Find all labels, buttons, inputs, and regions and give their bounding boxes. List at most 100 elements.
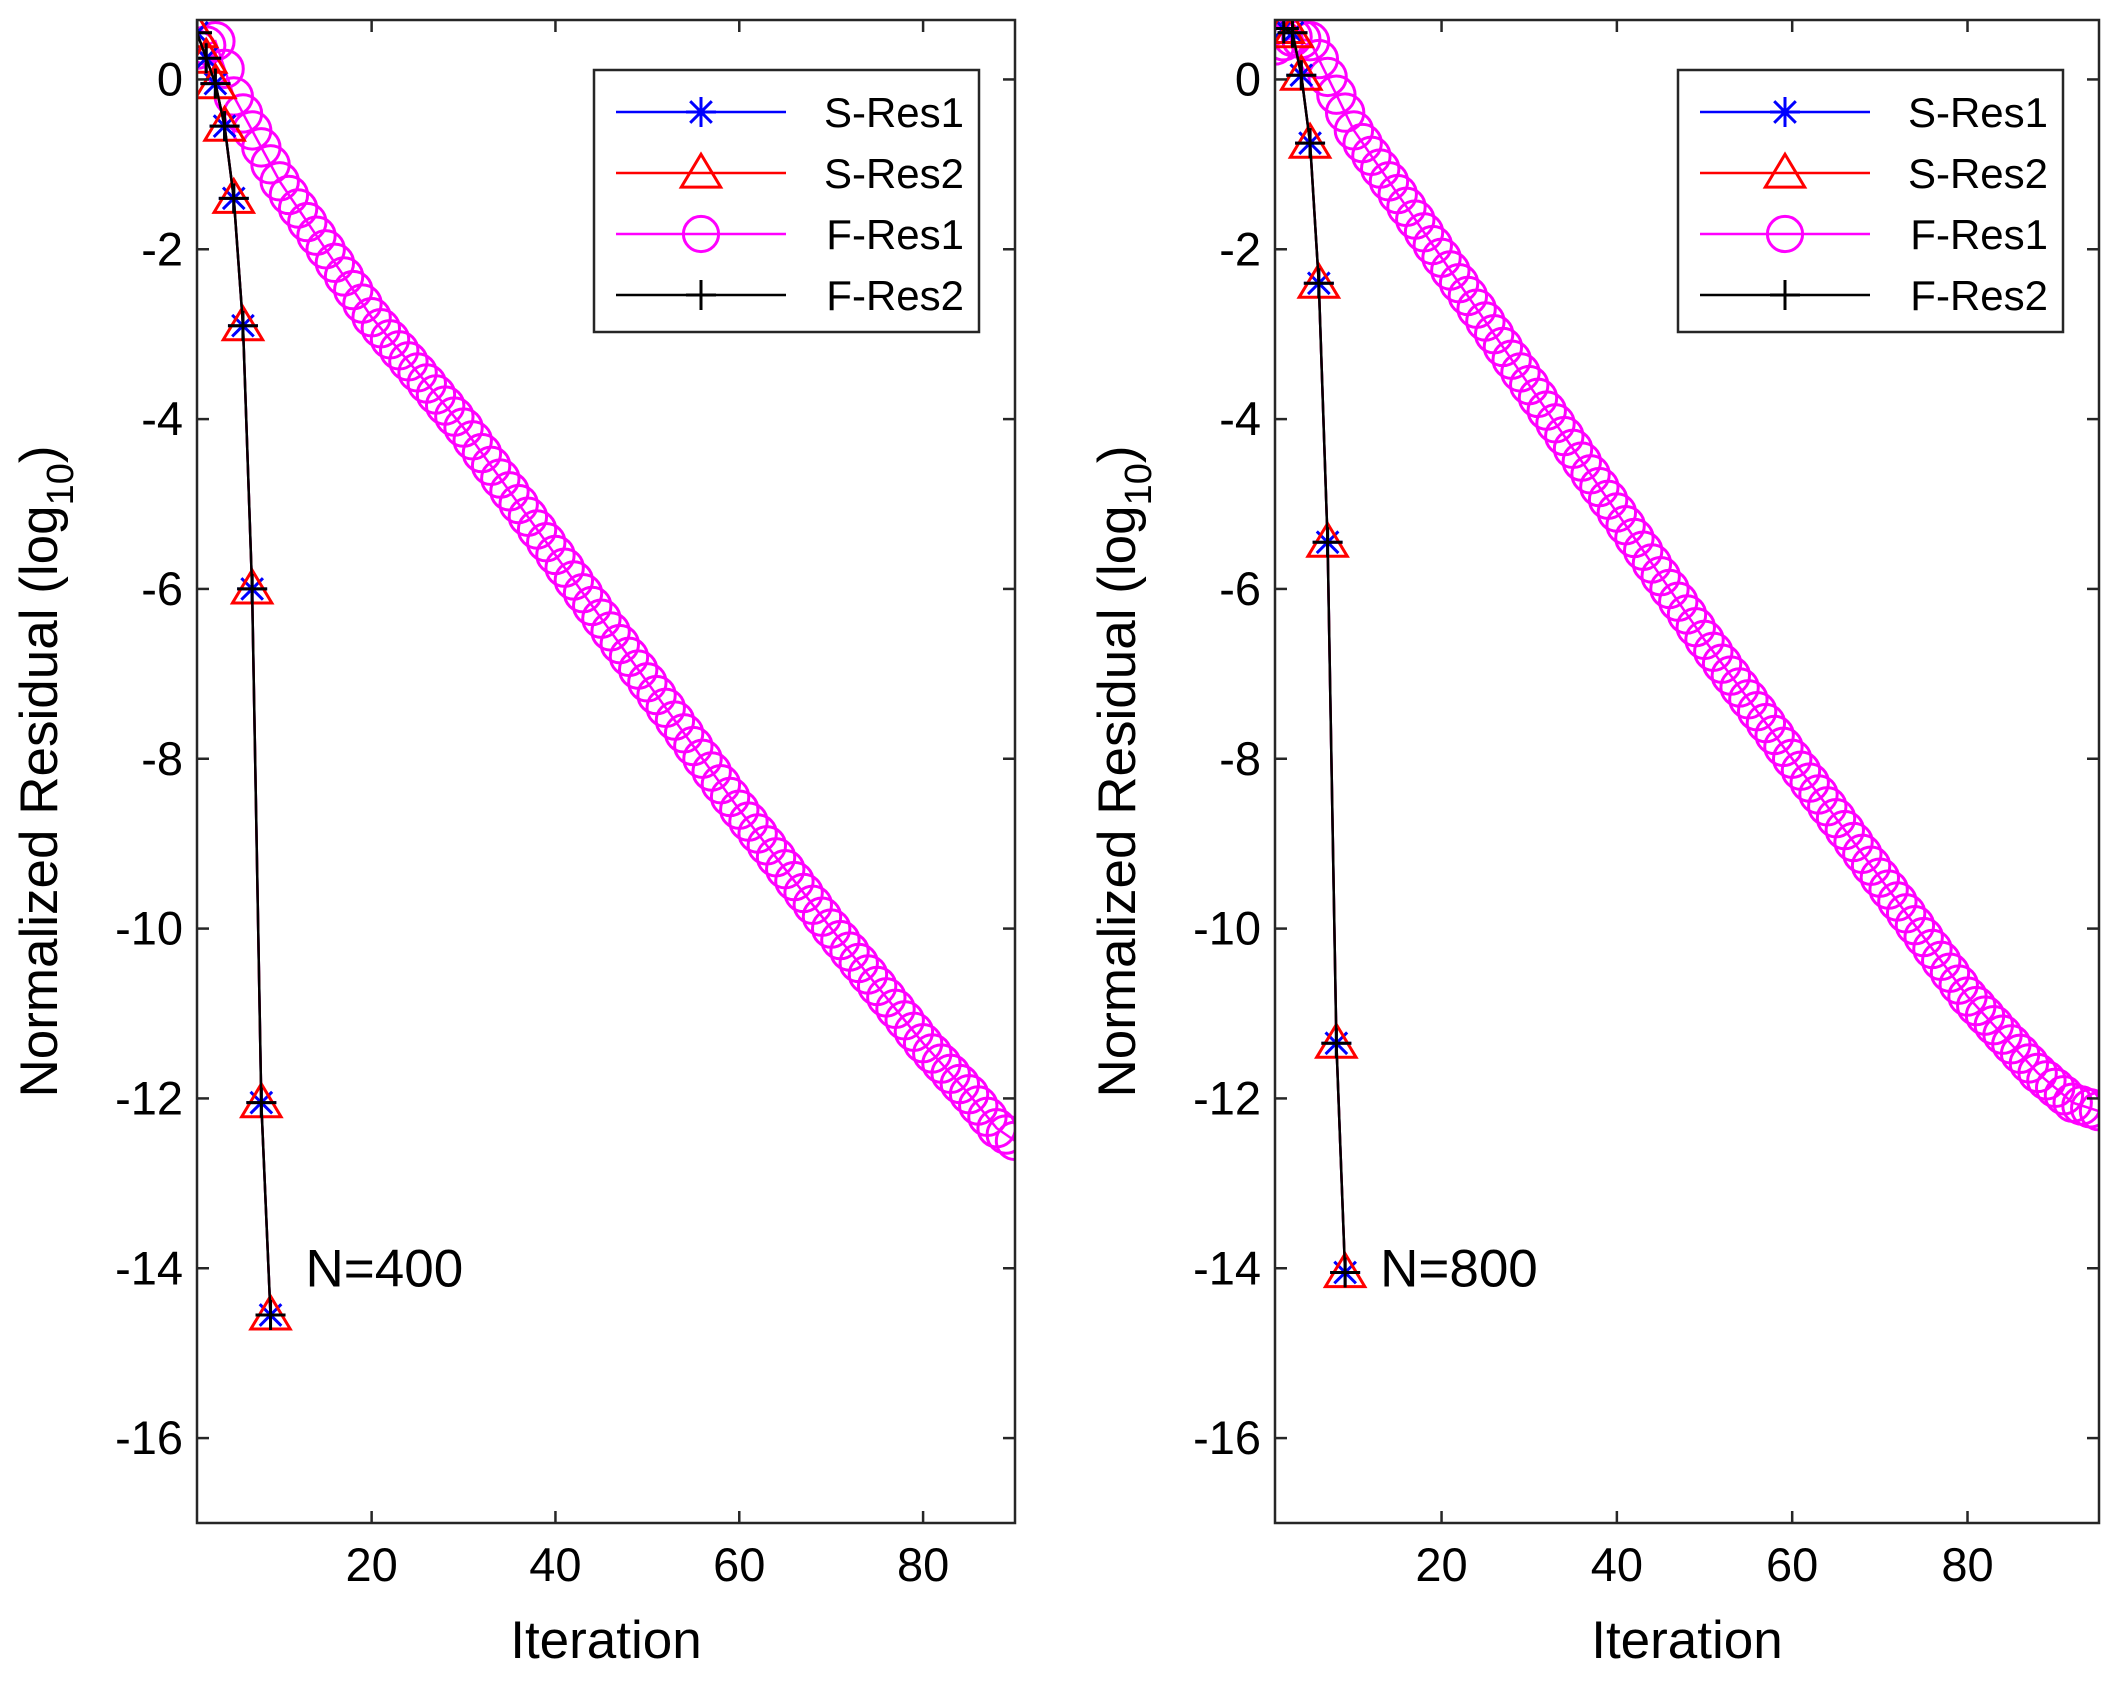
legend-marker bbox=[678, 151, 724, 189]
annotation-label: N=400 bbox=[306, 1239, 464, 1298]
data-layer bbox=[197, 20, 1015, 1331]
legend-marker bbox=[1762, 151, 1808, 189]
series-f-res2 bbox=[1275, 20, 1361, 1288]
y-tick-label: 0 bbox=[1235, 52, 1261, 105]
data-point bbox=[197, 20, 220, 49]
data-point bbox=[259, 161, 300, 202]
y-tick-label: -16 bbox=[115, 1411, 183, 1464]
chart-panel-2: 20 40 60 80 0 -2 -4 -6 -8 -10 -12 -14 -16 Iteration No… bbox=[1088, 18, 2101, 1670]
data-point bbox=[255, 1299, 286, 1330]
legend-label: S-Res2 bbox=[1908, 150, 2048, 197]
data-point bbox=[197, 21, 236, 62]
data-point bbox=[1303, 268, 1334, 299]
legend-entry-f-res2: F-Res2 bbox=[616, 272, 964, 319]
y-axis-title: Normalized Residual (log10) bbox=[10, 445, 82, 1097]
data-point bbox=[1330, 1257, 1361, 1288]
legend-marker bbox=[1770, 280, 1800, 310]
legend-box bbox=[592, 68, 981, 334]
x-axis-title: Iteration bbox=[510, 1611, 702, 1670]
legend-marker bbox=[686, 97, 716, 127]
data-point bbox=[209, 111, 240, 142]
data-point bbox=[246, 1087, 277, 1118]
legend-entry-s-res1: S-Res1 bbox=[616, 89, 964, 136]
y-tick-label: -8 bbox=[1219, 732, 1261, 785]
legend-marker bbox=[686, 280, 716, 310]
y-tick-label: 0 bbox=[157, 52, 183, 105]
legend-label: F-Res2 bbox=[1910, 272, 2048, 319]
x-tick-label: 40 bbox=[529, 1538, 581, 1591]
data-point bbox=[268, 174, 310, 216]
legend-marker bbox=[1770, 97, 1800, 127]
y-tick-label: -14 bbox=[115, 1241, 183, 1294]
legend-label: F-Res2 bbox=[826, 272, 964, 319]
x-tick-label: 80 bbox=[1941, 1538, 1993, 1591]
y-tick-label: -10 bbox=[1193, 902, 1261, 955]
legend-marker bbox=[1765, 214, 1805, 254]
chart-panel-1: 20 40 60 80 0 -2 -4 -6 -8 -10 -12 -14 -16 Iteration No… bbox=[10, 18, 1017, 1670]
legend-entry-s-res2: S-Res2 bbox=[616, 150, 964, 197]
data-point bbox=[218, 183, 249, 214]
data-point bbox=[333, 269, 374, 311]
y-tick-label: -4 bbox=[1219, 392, 1261, 445]
data-point bbox=[1324, 92, 1366, 133]
series-f-res2 bbox=[197, 20, 286, 1330]
data-layer bbox=[1275, 20, 2099, 1289]
legend-entry-f-res1: F-Res1 bbox=[616, 211, 964, 258]
data-point bbox=[197, 20, 212, 48]
data-point bbox=[1307, 56, 1348, 98]
x-tick-label: 80 bbox=[897, 1538, 949, 1591]
data-point bbox=[197, 43, 222, 74]
legend-label: S-Res2 bbox=[824, 150, 964, 197]
legend-entry-f-res1: F-Res1 bbox=[1700, 211, 2048, 258]
y-tick-label: -12 bbox=[115, 1071, 183, 1124]
data-point bbox=[200, 68, 231, 99]
y-tick-label: -4 bbox=[141, 392, 183, 445]
legend-entry-s-res2: S-Res2 bbox=[1700, 150, 2048, 197]
y-tick-label: -2 bbox=[1219, 222, 1261, 275]
y-tick-label: -12 bbox=[1193, 1071, 1261, 1124]
legend-entry-s-res1: S-Res1 bbox=[1700, 89, 2048, 136]
x-tick-label: 60 bbox=[1766, 1538, 1818, 1591]
data-point bbox=[237, 573, 268, 604]
data-point bbox=[296, 215, 337, 256]
y-tick-label: -16 bbox=[1193, 1411, 1261, 1464]
data-point bbox=[985, 1114, 1015, 1155]
data-point bbox=[1316, 74, 1357, 115]
legend-label: S-Res1 bbox=[824, 89, 964, 136]
data-point bbox=[1312, 527, 1343, 558]
data-point bbox=[323, 256, 365, 297]
annotation-label: N=800 bbox=[1380, 1239, 1538, 1298]
y-tick-label: -2 bbox=[141, 222, 183, 275]
x-tick-label: 20 bbox=[345, 1538, 397, 1591]
x-tick-label: 20 bbox=[1415, 1538, 1467, 1591]
x-tick-label: 60 bbox=[713, 1538, 765, 1591]
data-point bbox=[227, 310, 258, 341]
y-tick-label: -14 bbox=[1193, 1241, 1261, 1294]
y-tick-label: -8 bbox=[141, 732, 183, 785]
data-point bbox=[287, 201, 328, 243]
legend-marker bbox=[681, 214, 721, 254]
legend-entry-f-res2: F-Res2 bbox=[1700, 272, 2048, 319]
axes-box bbox=[1273, 18, 2101, 1525]
legend-label: S-Res1 bbox=[1908, 89, 2048, 136]
legend: S-Res1 S-Res2 F-Res1 F-Res2 bbox=[1676, 68, 2065, 334]
legend-label: F-Res1 bbox=[826, 211, 964, 258]
y-tick-label: -10 bbox=[115, 902, 183, 955]
data-point bbox=[2078, 1090, 2099, 1132]
data-point bbox=[1295, 128, 1326, 159]
data-point bbox=[1277, 20, 1308, 48]
legend: S-Res1 S-Res2 F-Res1 F-Res2 bbox=[592, 68, 981, 334]
data-point bbox=[1321, 1028, 1352, 1059]
data-point bbox=[277, 188, 319, 229]
x-axis-title: Iteration bbox=[1591, 1611, 1783, 1670]
y-tick-label: -6 bbox=[141, 562, 183, 615]
data-point bbox=[305, 229, 346, 270]
x-tick-label: 40 bbox=[1591, 1538, 1643, 1591]
axes-box bbox=[195, 18, 1017, 1525]
legend-label: F-Res1 bbox=[1910, 211, 2048, 258]
data-point bbox=[1286, 60, 1317, 91]
legend-box bbox=[1676, 68, 2065, 334]
data-point bbox=[314, 242, 356, 284]
series-f-res1 bbox=[1275, 20, 2099, 1132]
